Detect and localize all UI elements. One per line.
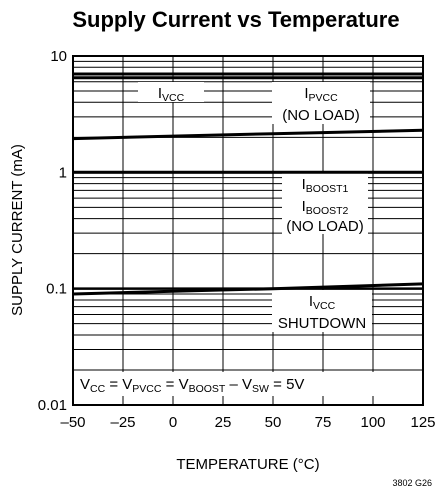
annotation-box-ivcc-shutdown: IVCC SHUTDOWN (272, 290, 372, 332)
annotation-ivcc-shutdown: IVCC (309, 293, 336, 312)
figure-code: 3802 G26 (392, 478, 432, 488)
grid (73, 56, 423, 405)
x-tick-label: –50 (60, 414, 85, 431)
y-tick-label: 10 (50, 48, 67, 65)
y-tick-label: 0.1 (46, 281, 67, 298)
x-tick-label: –25 (110, 414, 135, 431)
annotation-box-iboost: IBOOST1 IBOOST2 (NO LOAD) (282, 172, 368, 235)
annotation-ipvcc-noload: (NO LOAD) (282, 107, 360, 124)
x-tick-label: 25 (215, 414, 232, 431)
x-tick-labels: –50 –25 0 25 50 75 100 125 (60, 414, 435, 431)
y-tick-labels: 0.01 0.1 1 10 (38, 48, 67, 414)
annotation-ivcc: IVCC (158, 85, 185, 104)
x-axis-label: TEMPERATURE (°C) (176, 456, 319, 473)
y-tick-label: 0.01 (38, 397, 67, 414)
annotation-condition: VCC = VPVCC = VBOOST – VSW = 5V (80, 376, 304, 395)
annotation-iboost1: IBOOST1 (302, 176, 349, 195)
x-tick-label: 125 (410, 414, 435, 431)
y-axis-label: SUPPLY CURRENT (mA) (9, 144, 26, 316)
annotation-shutdown-label: SHUTDOWN (278, 315, 366, 332)
x-tick-label: 100 (360, 414, 385, 431)
series-line-iboost1 (72, 128, 424, 141)
annotation-iboost2: IBOOST2 (302, 198, 349, 217)
x-tick-label: 75 (315, 414, 332, 431)
annotation-iboost2-noload: (NO LOAD) (286, 218, 364, 235)
chart-title: Supply Current vs Temperature (72, 7, 399, 32)
series-line-ivcc-shutdown (72, 282, 424, 296)
annotation-box-ipvcc: IPVCC (NO LOAD) (272, 82, 370, 124)
plot-frame (72, 55, 424, 406)
annotation-box-condition: VCC = VPVCC = VBOOST – VSW = 5V (76, 372, 378, 396)
series-lines (72, 72, 424, 296)
y-tick-label: 1 (59, 164, 67, 181)
annotation-ipvcc: IPVCC (304, 85, 338, 104)
x-tick-label: 50 (265, 414, 282, 431)
x-tick-label: 0 (169, 414, 177, 431)
annotation-box-ivcc: IVCC (138, 82, 204, 104)
